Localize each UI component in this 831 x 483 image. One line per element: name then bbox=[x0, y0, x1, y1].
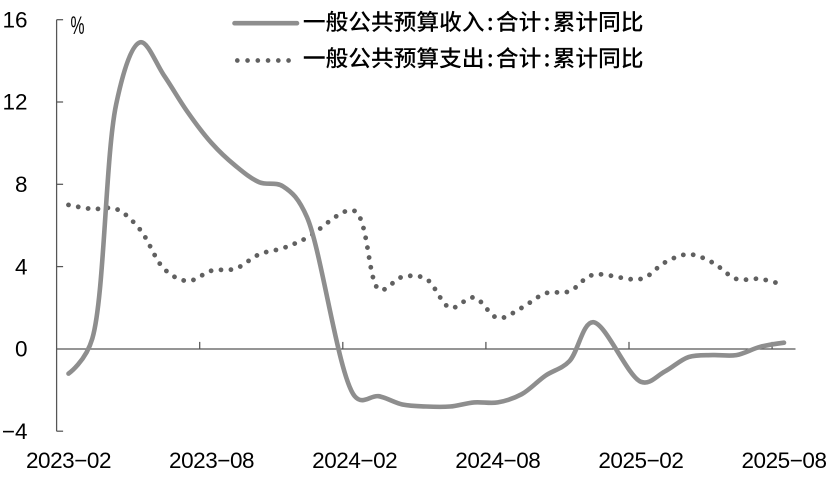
svg-text:2024−02: 2024−02 bbox=[312, 448, 397, 473]
svg-text:4: 4 bbox=[15, 254, 28, 279]
svg-text:0: 0 bbox=[15, 337, 28, 362]
svg-text:8: 8 bbox=[15, 172, 28, 197]
svg-text:12: 12 bbox=[2, 90, 27, 115]
svg-text:16: 16 bbox=[2, 7, 27, 32]
svg-text:%: % bbox=[71, 13, 85, 40]
svg-text:2023−02: 2023−02 bbox=[26, 448, 111, 473]
svg-text:2025−08: 2025−08 bbox=[741, 448, 826, 473]
svg-text:2025−02: 2025−02 bbox=[598, 448, 683, 473]
svg-text:2023−08: 2023−08 bbox=[169, 448, 254, 473]
svg-text:2024−08: 2024−08 bbox=[455, 448, 540, 473]
svg-text:−4: −4 bbox=[2, 419, 28, 444]
